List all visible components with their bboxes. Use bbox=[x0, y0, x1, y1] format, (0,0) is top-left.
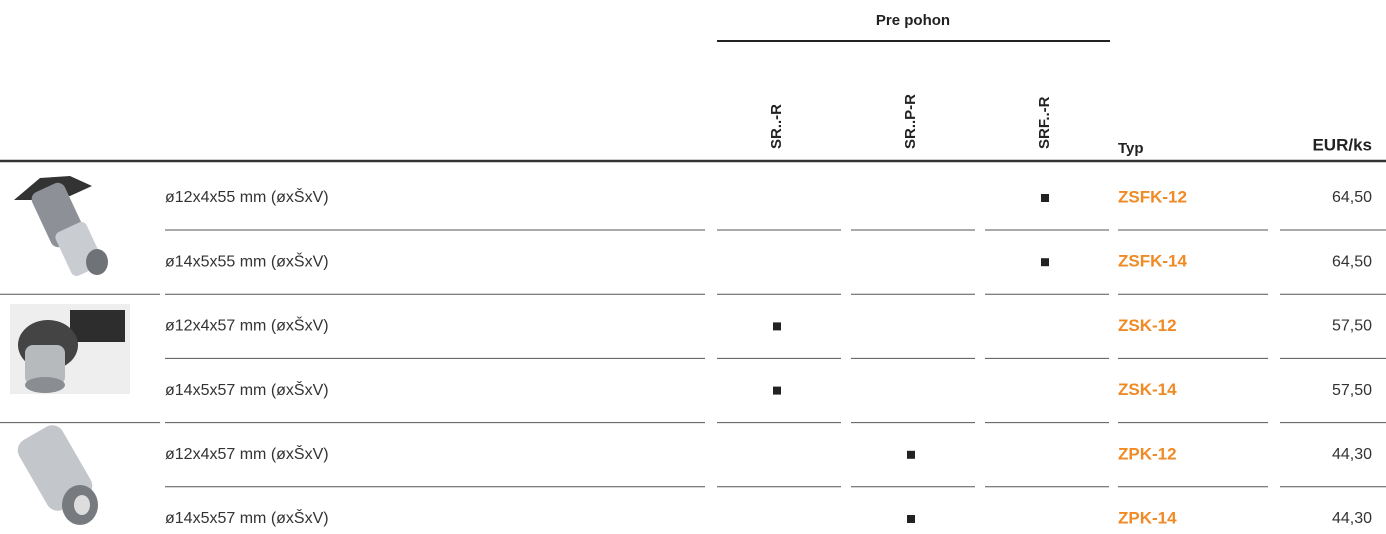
compat-mark bbox=[773, 386, 781, 395]
type-header: Typ bbox=[1118, 140, 1144, 157]
type-code: ZPK-12 bbox=[1118, 444, 1177, 463]
price: 64,50 bbox=[1332, 189, 1372, 206]
type-code: ZPK-14 bbox=[1118, 508, 1177, 527]
description: ø12x4x55 mm (øxŠxV) bbox=[165, 187, 329, 206]
product-image bbox=[10, 304, 130, 394]
drive-header: SR..-R bbox=[768, 104, 785, 149]
description: ø12x4x57 mm (øxŠxV) bbox=[165, 444, 329, 463]
type-code: ZSFK-12 bbox=[1118, 187, 1187, 206]
description: ø12x4x57 mm (øxŠxV) bbox=[165, 316, 329, 335]
compat-mark bbox=[907, 450, 915, 459]
compat-mark bbox=[773, 322, 781, 331]
description: ø14x5x57 mm (øxŠxV) bbox=[165, 508, 329, 527]
price: 57,50 bbox=[1332, 318, 1372, 335]
price: 64,50 bbox=[1332, 253, 1372, 270]
drive-header: SRF..-R bbox=[1036, 96, 1053, 149]
description: ø14x5x57 mm (øxŠxV) bbox=[165, 380, 329, 399]
product-image bbox=[14, 176, 108, 276]
product-image bbox=[17, 425, 98, 525]
type-code: ZSFK-14 bbox=[1118, 252, 1188, 271]
type-code: ZSK-14 bbox=[1118, 380, 1177, 399]
drive-header: SR..P-R bbox=[902, 94, 919, 149]
compat-mark bbox=[907, 515, 915, 523]
compat-mark bbox=[1041, 258, 1049, 267]
description: ø14x5x55 mm (øxŠxV) bbox=[165, 251, 329, 270]
type-code: ZSK-12 bbox=[1118, 316, 1177, 335]
compat-mark bbox=[1041, 194, 1049, 202]
price: 44,30 bbox=[1332, 510, 1372, 527]
price: 57,50 bbox=[1332, 382, 1372, 399]
price-header: EUR/ks bbox=[1312, 135, 1372, 154]
group-header: Pre pohon bbox=[876, 12, 950, 29]
price: 44,30 bbox=[1332, 446, 1372, 463]
